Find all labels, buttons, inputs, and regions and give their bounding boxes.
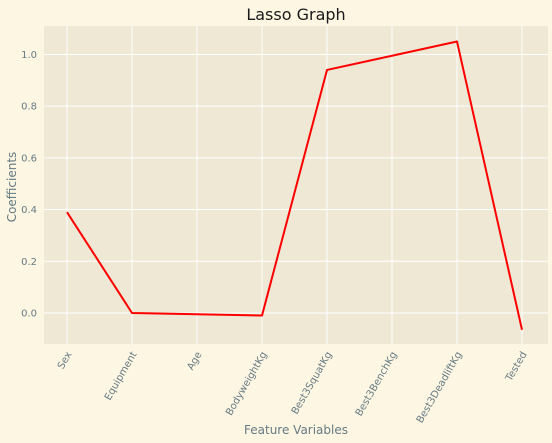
y-tick-label: 0.4 [21,205,37,216]
y-tick-label: 1.0 [21,50,37,61]
y-tick-label: 0.8 [21,102,37,113]
y-tick-label: 0.6 [21,153,37,164]
series-line [66,40,523,330]
series-layer [66,40,523,330]
chart-title: Lasso Graph [246,5,345,24]
y-tick-label: 0.0 [21,308,37,319]
grid [44,26,548,344]
y-tick-labels: 0.0 0.2 0.4 0.6 0.8 1.0 [21,50,37,320]
y-axis-title: Coefficients [5,152,19,223]
x-axis-title: Feature Variables [244,423,348,437]
y-tick-label: 0.2 [21,257,37,268]
